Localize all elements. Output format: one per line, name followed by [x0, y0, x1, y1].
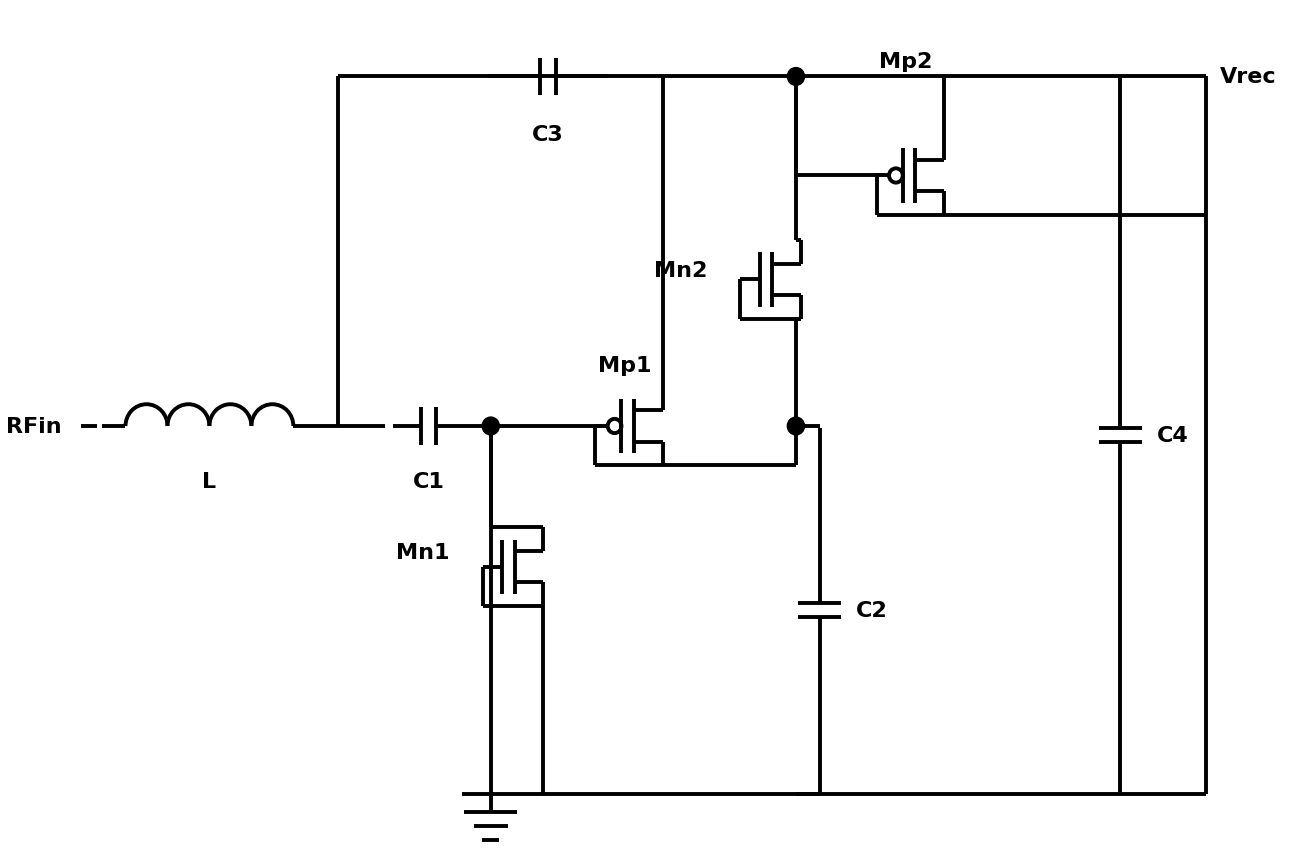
Circle shape [482, 418, 499, 435]
Text: C3: C3 [533, 125, 564, 145]
Circle shape [788, 418, 805, 435]
Text: Mp2: Mp2 [879, 52, 932, 73]
Text: RFin: RFin [6, 416, 62, 437]
Text: C4: C4 [1156, 426, 1188, 446]
Text: Mn1: Mn1 [397, 543, 450, 562]
Circle shape [788, 68, 805, 86]
Text: Vrec: Vrec [1221, 67, 1277, 87]
Text: L: L [202, 471, 216, 491]
Text: C2: C2 [855, 601, 888, 620]
Text: Mp1: Mp1 [597, 356, 651, 375]
Text: C1: C1 [413, 471, 445, 491]
Text: Mn2: Mn2 [653, 260, 708, 281]
